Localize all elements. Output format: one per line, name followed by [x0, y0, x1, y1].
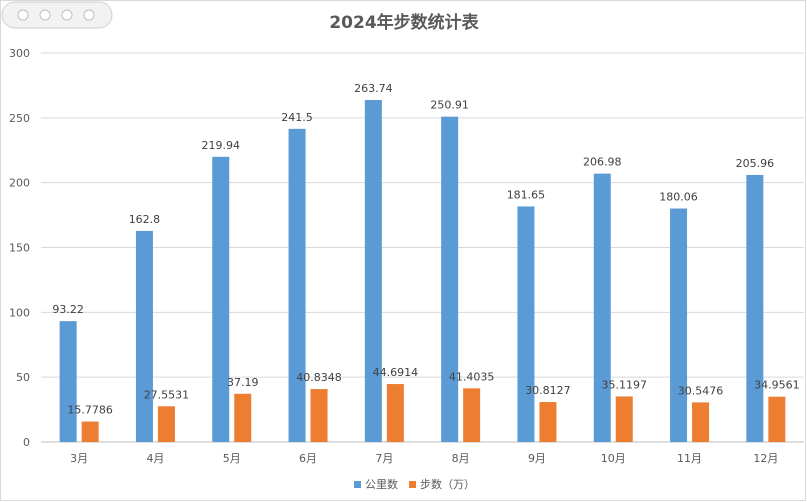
- bar-steps: [692, 402, 710, 442]
- data-label-kilometers: 241.5: [281, 111, 313, 124]
- data-label-steps: 41.4035: [449, 370, 495, 383]
- data-label-kilometers: 263.74: [354, 82, 393, 95]
- bar-kilometers: [441, 116, 459, 442]
- y-axis-ticks: 0 50 100 150 200 250 300: [9, 47, 30, 449]
- legend-label: 步数（万）: [420, 478, 475, 491]
- data-label-steps: 37.19: [227, 376, 259, 389]
- bars: [59, 100, 786, 442]
- bar-steps: [310, 389, 328, 442]
- x-tick-label: 10月: [601, 452, 626, 465]
- chart-title: 2024年步数统计表: [329, 12, 479, 33]
- bar-steps: [615, 396, 633, 442]
- legend-label: 公里数: [365, 478, 398, 491]
- x-tick-label: 7月: [375, 452, 393, 465]
- bar-kilometers: [59, 321, 77, 442]
- bar-kilometers: [364, 100, 382, 442]
- y-tick-label: 200: [9, 177, 30, 190]
- y-tick-label: 300: [9, 47, 30, 60]
- data-label-steps: 30.8127: [525, 384, 571, 397]
- bar-kilometers: [670, 208, 688, 442]
- legend: 公里数 步数（万）: [354, 478, 475, 491]
- legend-swatch: [354, 481, 361, 488]
- data-label-kilometers: 93.22: [52, 303, 84, 316]
- bar-steps: [463, 388, 481, 442]
- x-tick-label: 9月: [528, 452, 546, 465]
- data-label-kilometers: 206.98: [583, 156, 622, 169]
- data-label-steps: 35.1197: [602, 378, 648, 391]
- y-tick-label: 250: [9, 112, 30, 125]
- data-label-kilometers: 181.65: [507, 188, 546, 201]
- watermark-dots-icon: [1, 1, 113, 29]
- data-label-kilometers: 205.96: [736, 157, 775, 170]
- data-label-steps: 30.5476: [678, 384, 724, 397]
- legend-swatch: [409, 481, 416, 488]
- x-tick-label: 8月: [452, 452, 470, 465]
- bar-steps: [81, 421, 99, 442]
- bar-kilometers: [593, 173, 611, 442]
- bar-kilometers: [517, 206, 535, 442]
- bar-kilometers: [135, 230, 153, 442]
- bar-steps: [768, 396, 786, 442]
- y-tick-label: 150: [9, 242, 30, 255]
- x-tick-label: 5月: [223, 452, 241, 465]
- bar-steps: [234, 393, 252, 442]
- data-label-steps: 44.6914: [373, 366, 419, 379]
- bar-kilometers: [288, 128, 306, 442]
- data-label-kilometers: 219.94: [202, 139, 241, 152]
- x-axis-ticks: 3月 4月 5月 6月 7月 8月 9月 10月 11月 12月: [70, 452, 778, 465]
- bar-kilometers: [746, 174, 764, 442]
- data-label-steps: 40.8348: [296, 371, 342, 384]
- y-tick-label: 100: [9, 306, 30, 319]
- x-tick-label: 11月: [677, 452, 702, 465]
- x-tick-label: 6月: [299, 452, 317, 465]
- gridlines: [41, 52, 804, 443]
- data-label-kilometers: 250.91: [430, 99, 469, 112]
- bar-steps: [539, 402, 557, 442]
- data-label-steps: 34.9561: [754, 379, 800, 392]
- data-label-kilometers: 162.8: [129, 213, 161, 226]
- x-tick-label: 12月: [753, 452, 778, 465]
- x-tick-label: 3月: [70, 452, 88, 465]
- y-tick-label: 0: [23, 436, 30, 449]
- bar-kilometers: [212, 156, 230, 442]
- data-label-steps: 15.7786: [67, 404, 113, 417]
- data-labels: 93.22 15.7786 162.8 27.5531 219.94 37.19 241.5…: [52, 82, 799, 417]
- bar-steps: [157, 406, 175, 442]
- bar-steps: [386, 384, 404, 442]
- data-label-kilometers: 180.06: [659, 191, 698, 204]
- x-tick-label: 4月: [146, 452, 164, 465]
- data-label-steps: 27.5531: [144, 388, 190, 401]
- y-tick-label: 50: [16, 371, 30, 384]
